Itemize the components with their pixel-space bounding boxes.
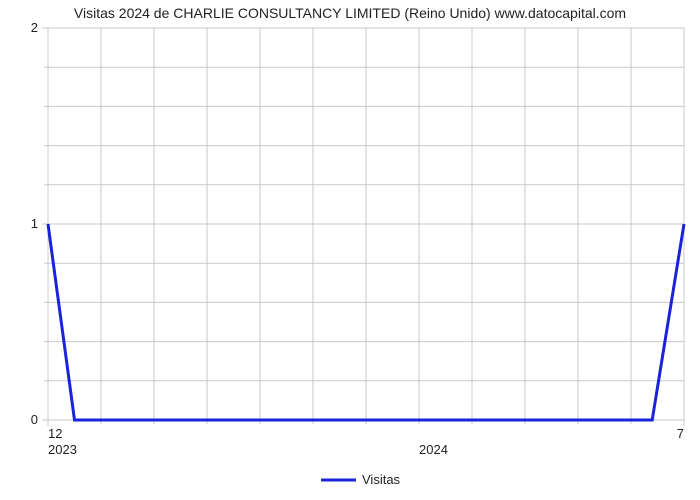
svg-text:2024: 2024	[419, 442, 448, 457]
svg-text:2023: 2023	[48, 442, 77, 457]
svg-text:0: 0	[31, 412, 38, 427]
svg-text:12: 12	[48, 426, 62, 441]
chart-title: Visitas 2024 de CHARLIE CONSULTANCY LIMI…	[74, 5, 626, 21]
legend: Visitas	[321, 472, 401, 487]
line-chart: Visitas 2024 de CHARLIE CONSULTANCY LIMI…	[0, 0, 700, 500]
grid	[48, 28, 684, 420]
y-axis-ticks: 0 1 2	[31, 20, 48, 427]
svg-text:2: 2	[31, 20, 38, 35]
x-axis-ticks: 12 7 2023 2024	[48, 420, 684, 457]
svg-text:1: 1	[31, 216, 38, 231]
svg-text:Visitas: Visitas	[362, 472, 401, 487]
svg-text:7: 7	[677, 426, 684, 441]
